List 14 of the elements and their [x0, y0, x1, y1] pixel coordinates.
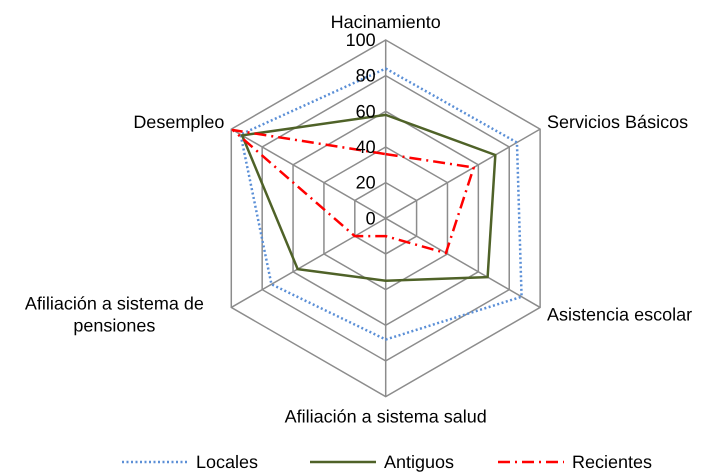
- spoke-label: Asistencia escolar: [547, 304, 692, 324]
- spoke-label: Desempleo: [133, 112, 224, 132]
- y-tick-label: 60: [356, 101, 376, 122]
- spoke-label: Hacinamiento: [330, 12, 441, 32]
- legend-label: Recientes: [572, 452, 652, 472]
- legend-label: Antiguos: [384, 452, 454, 472]
- y-tick-label: 20: [356, 172, 376, 193]
- legend-label: Locales: [196, 452, 258, 472]
- spoke-label: Servicios Básicos: [547, 112, 688, 132]
- y-tick-label: 0: [366, 208, 376, 228]
- spoke-label: Afiliación a sistema de pensiones: [24, 293, 204, 336]
- y-tick-label: 40: [356, 136, 376, 157]
- y-tick-label: 100: [346, 30, 376, 50]
- spoke-label: Afiliación a sistema salud: [284, 406, 487, 427]
